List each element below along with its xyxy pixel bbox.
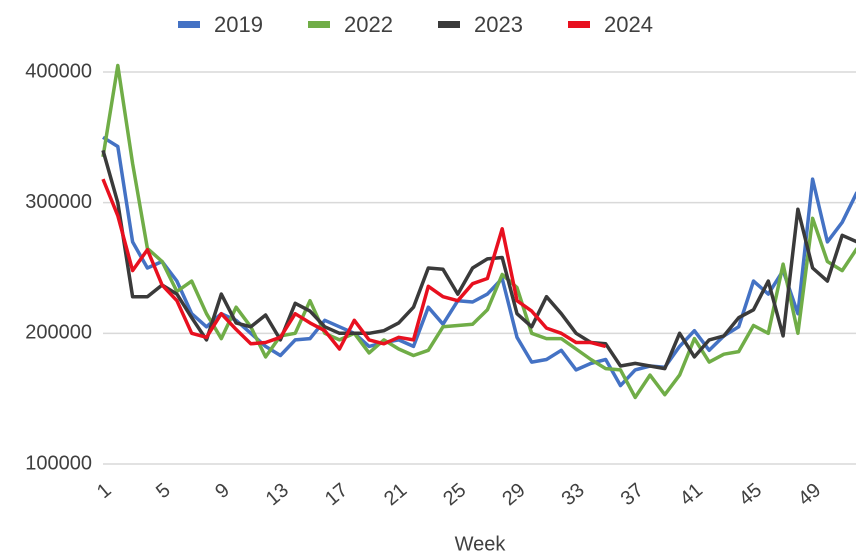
x-axis-label: Week	[455, 533, 507, 555]
x-tick-label: 25	[439, 479, 470, 510]
x-tick-label: 33	[558, 479, 589, 510]
y-tick-label: 300000	[25, 191, 92, 213]
y-tick-label: 400000	[25, 60, 92, 82]
line-series	[101, 63, 856, 400]
x-tick-label: 13	[262, 479, 293, 510]
line-series	[102, 135, 856, 388]
legend-label: 2022	[344, 12, 393, 37]
x-tick-label: 5	[152, 479, 175, 503]
x-tick-label: 29	[498, 479, 529, 510]
y-tick-label: 100000	[25, 452, 92, 474]
x-tick-label: 37	[617, 479, 648, 510]
legend-label: 2023	[474, 12, 523, 37]
x-tick-label: 41	[676, 479, 707, 510]
x-tick-label: 45	[735, 479, 766, 510]
line-series	[101, 149, 856, 371]
legend-label: 2024	[604, 12, 653, 37]
legend-label: 2019	[214, 12, 263, 37]
x-tick-label: 9	[211, 479, 234, 503]
x-tick-label: 21	[380, 479, 411, 510]
legend-swatch	[308, 21, 330, 28]
y-tick-label: 200000	[25, 322, 92, 344]
legend-swatch	[568, 21, 590, 28]
x-tick-label: 17	[321, 479, 352, 510]
legend-swatch	[178, 21, 200, 28]
line-series	[101, 178, 607, 351]
legend-swatch	[438, 21, 460, 28]
x-tick-label: 1	[93, 479, 116, 503]
x-tick-label: 49	[794, 479, 825, 510]
